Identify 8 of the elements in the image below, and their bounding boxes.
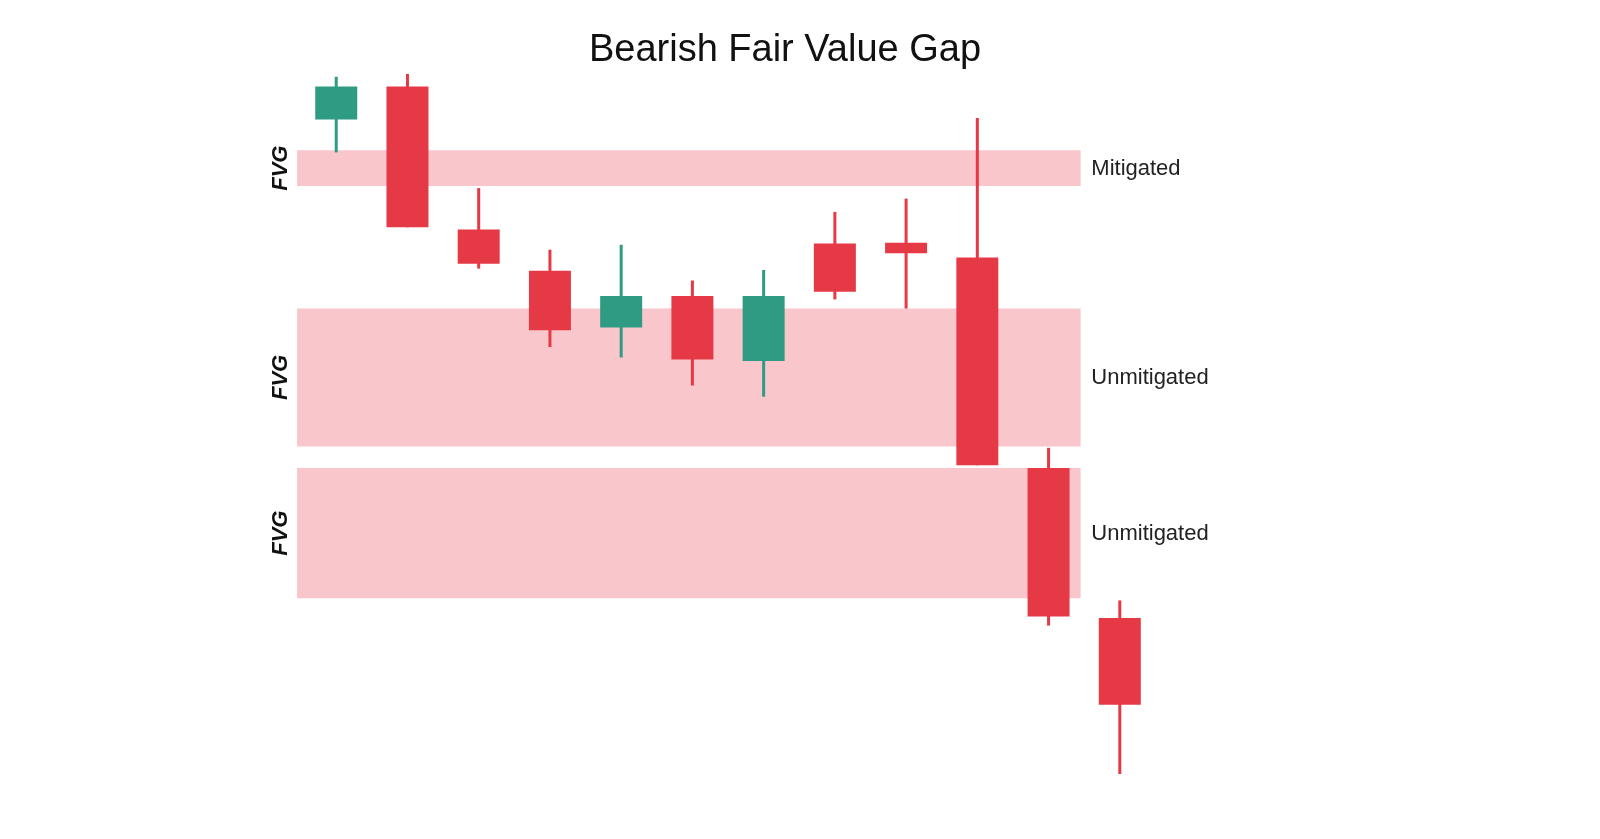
text: FVG: [267, 510, 293, 556]
band-label: Unmitigated: [1091, 520, 1209, 546]
text: FVG: [267, 145, 293, 191]
band-label: Mitigated: [1091, 155, 1181, 181]
band-label: Unmitigated: [1091, 364, 1209, 390]
candlestick: [885, 198, 928, 309]
text: FVG: [267, 354, 293, 401]
chart-title: Bearish Fair Value Gap: [588, 26, 982, 69]
